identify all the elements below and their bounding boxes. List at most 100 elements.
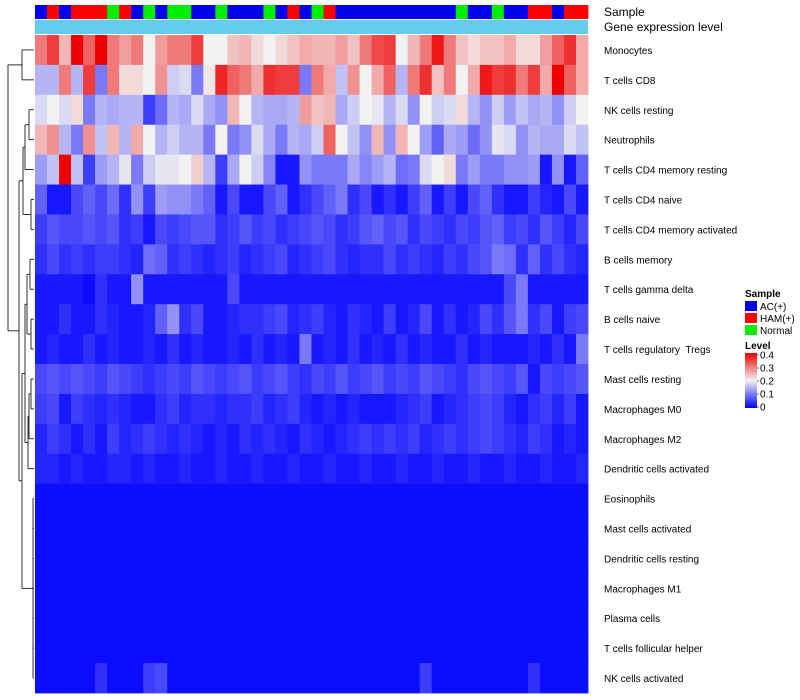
sample-cell — [539, 5, 553, 19]
heatmap-cell — [203, 274, 216, 305]
heatmap-cell — [395, 334, 409, 365]
heatmap-cell — [155, 393, 168, 425]
heatmap-cell — [119, 364, 132, 395]
heatmap-cell — [479, 244, 493, 275]
heatmap-cell — [95, 453, 108, 485]
heatmap-cell — [359, 244, 373, 275]
heatmap-cell — [59, 364, 72, 395]
heatmap-cell — [311, 423, 324, 455]
heatmap-cell — [563, 184, 577, 215]
heatmap-cell — [179, 633, 192, 664]
heatmap-cell — [35, 364, 48, 395]
heatmap-cell — [287, 304, 300, 335]
heatmap-cell — [467, 633, 481, 664]
heatmap-cell — [455, 35, 469, 66]
heatmap-cell — [179, 543, 192, 574]
level-legend-title: Level — [745, 341, 771, 352]
heatmap-cell — [227, 94, 240, 126]
heatmap-cell — [191, 64, 204, 96]
heatmap-cell — [251, 513, 264, 544]
heatmap-cell — [83, 154, 96, 185]
heatmap-cell — [299, 154, 312, 185]
heatmap-cell — [83, 663, 96, 694]
row-label: T cells follicular helper — [604, 644, 703, 655]
heatmap-cell — [155, 94, 168, 126]
heatmap-cell — [95, 214, 108, 245]
heatmap-cell — [119, 603, 132, 634]
heatmap-cell — [431, 603, 445, 634]
heatmap-cell — [83, 244, 96, 275]
sample-cell — [407, 5, 421, 19]
heatmap-cell — [359, 663, 373, 694]
heatmap-cell — [131, 603, 144, 634]
heatmap-cell — [299, 35, 312, 66]
heatmap-cell — [443, 483, 457, 514]
row-label: T cells CD4 memory resting — [604, 166, 727, 177]
heatmap-cell — [455, 423, 469, 455]
heatmap-cell — [431, 513, 445, 544]
heatmap-cell — [191, 184, 204, 215]
heatmap-cell — [143, 94, 156, 126]
sample-cell — [323, 5, 336, 19]
heatmap-cell — [539, 154, 553, 185]
heatmap-cell — [575, 64, 589, 96]
heatmap-cell — [503, 364, 517, 395]
heatmap-cell — [191, 423, 204, 455]
heatmap-cell — [155, 35, 168, 66]
heatmap-cell — [83, 453, 96, 485]
heatmap-cell — [335, 453, 348, 485]
heatmap-cell — [143, 274, 156, 305]
heatmap-cell — [215, 513, 228, 544]
heatmap-cell — [119, 184, 132, 215]
heatmap-cell — [383, 214, 397, 245]
heatmap-cell — [335, 513, 348, 544]
heatmap-cell — [191, 393, 204, 425]
heatmap-cell — [35, 393, 48, 425]
heatmap-cell — [407, 334, 421, 365]
heatmap-cell — [299, 94, 312, 126]
heatmap-cell — [83, 184, 96, 215]
heatmap-cell — [251, 633, 264, 664]
sample-cell — [419, 5, 433, 19]
heatmap-cell — [395, 513, 409, 544]
heatmap-cell — [515, 453, 529, 485]
heatmap-cell — [251, 423, 264, 455]
heatmap-cell — [107, 453, 120, 485]
heatmap-cell — [155, 364, 168, 395]
heatmap-cell — [251, 603, 264, 634]
heatmap-cell — [383, 364, 397, 395]
heatmap-cell — [395, 543, 409, 574]
heatmap-cell — [395, 274, 409, 305]
row-label: Macrophages M2 — [604, 435, 682, 446]
heatmap-cell — [251, 94, 264, 126]
heatmap-cell — [347, 214, 360, 245]
heatmap-cell — [515, 483, 529, 514]
heatmap-cell — [107, 423, 120, 455]
heatmap-cell — [395, 35, 409, 66]
heatmap-cell — [275, 35, 288, 66]
heatmap-cell — [275, 244, 288, 275]
heatmap-cell — [287, 513, 300, 544]
heatmap-cell — [155, 184, 168, 215]
heatmap-cell — [395, 214, 409, 245]
heatmap-cell — [467, 184, 481, 215]
heatmap-cell — [479, 334, 493, 365]
heatmap-cell — [35, 124, 48, 156]
heatmap-cell — [359, 393, 373, 425]
heatmap-cell — [131, 124, 144, 156]
heatmap-cell — [407, 483, 421, 514]
heatmap-cell — [467, 483, 481, 514]
heatmap-cell — [323, 663, 336, 694]
sample-cell — [95, 5, 108, 19]
heatmap-cell — [359, 364, 373, 395]
heatmap-cell — [47, 244, 60, 275]
heatmap-cell — [575, 154, 589, 185]
heatmap-cell — [455, 483, 469, 514]
heatmap-cell — [575, 35, 589, 66]
heatmap-cell — [83, 513, 96, 544]
heatmap-cell — [119, 663, 132, 694]
heatmap-cell — [95, 244, 108, 275]
heatmap-cell — [35, 483, 48, 514]
heatmap-cell — [239, 94, 252, 126]
heatmap-cell — [275, 154, 288, 185]
